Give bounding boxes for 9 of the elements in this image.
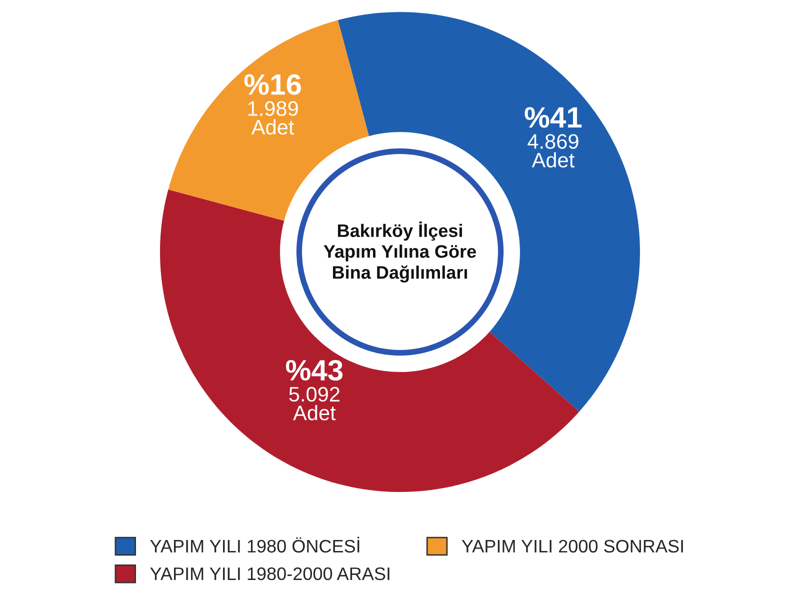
donut-slice — [168, 20, 369, 221]
legend-label: YAPIM YILI 2000 SONRASI — [462, 540, 683, 553]
legend-label: YAPIM YILI 1980-2000 ARASI — [150, 567, 390, 580]
data-label: %16 1.989 Adet — [244, 74, 301, 135]
data-label: %43 5.092 Adet — [286, 360, 343, 420]
text: Bakırköy İlçesi Yapım Yılına Göre Bina Dağılımları — [324, 221, 476, 283]
data-label: %41 4.869 Adet — [524, 107, 582, 168]
legend-label: YAPIM YILI 1980 ÖNCESİ — [150, 536, 360, 553]
donut-slice — [160, 190, 580, 492]
